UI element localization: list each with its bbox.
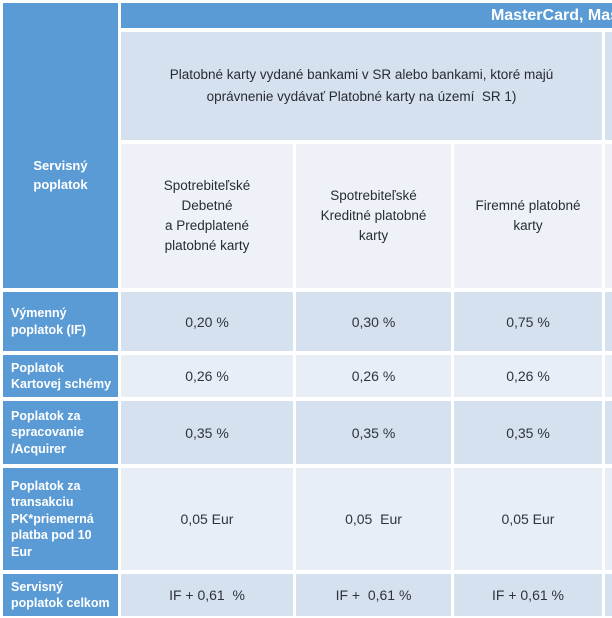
partial-column-sliver <box>605 574 612 616</box>
value-cell: 0,26 % <box>454 355 602 397</box>
value-cell: IF + 0,61 % <box>296 574 451 616</box>
value-cell: 0,26 % <box>296 355 451 397</box>
value-cell: 0,05 Eur <box>296 468 451 570</box>
partial-column-sliver <box>605 401 612 464</box>
row-label-servisny-poplatok-celkom: Servisný poplatok celkom <box>3 574 118 616</box>
partial-column-sliver <box>605 292 612 351</box>
row-label-poplatok-za-transakciu: Poplatok za transakciu PK*priemerná plat… <box>3 468 118 570</box>
value-cell: 0,26 % <box>121 355 293 397</box>
value-cell: 0,20 % <box>121 292 293 351</box>
column-header-firemne: Firemné platobné karty <box>454 144 602 288</box>
value-cell: 0,75 % <box>454 292 602 351</box>
value-cell: 0,35 % <box>296 401 451 464</box>
partial-column-sliver <box>605 355 612 397</box>
value-cell: 0,35 % <box>454 401 602 464</box>
column-header-kreditne: Spotrebiteľské Kreditné platobné karty <box>296 144 451 288</box>
banner-cell-platobne-karty: Platobné karty vydané bankami v SR alebo… <box>121 32 602 140</box>
value-cell: 0,30 % <box>296 292 451 351</box>
row-label-vymenny-poplatok: Výmenný poplatok (IF) <box>3 292 118 351</box>
value-cell: 0,05 Eur <box>454 468 602 570</box>
value-cell: 0,05 Eur <box>121 468 293 570</box>
partial-column-sliver <box>605 468 612 570</box>
column-header-debetne: Spotrebiteľské Debetné a Predplatené pla… <box>121 144 293 288</box>
value-cell: IF + 0,61 % <box>121 574 293 616</box>
row-label-poplatok-kartovej-schemy: Poplatok Kartovej schémy <box>3 355 118 397</box>
row-label-poplatok-za-spracovanie: Poplatok za spracovanie /Acquirer <box>3 401 118 464</box>
value-cell: IF + 0,61 % <box>454 574 602 616</box>
partial-column-sliver-header <box>605 144 612 288</box>
corner-cell-servisny-poplatok: Servisný poplatok <box>3 3 118 288</box>
partial-column-sliver-banner <box>605 32 612 140</box>
title-strip-mastercard: MasterCard, Mas <box>121 3 612 28</box>
value-cell: 0,35 % <box>121 401 293 464</box>
